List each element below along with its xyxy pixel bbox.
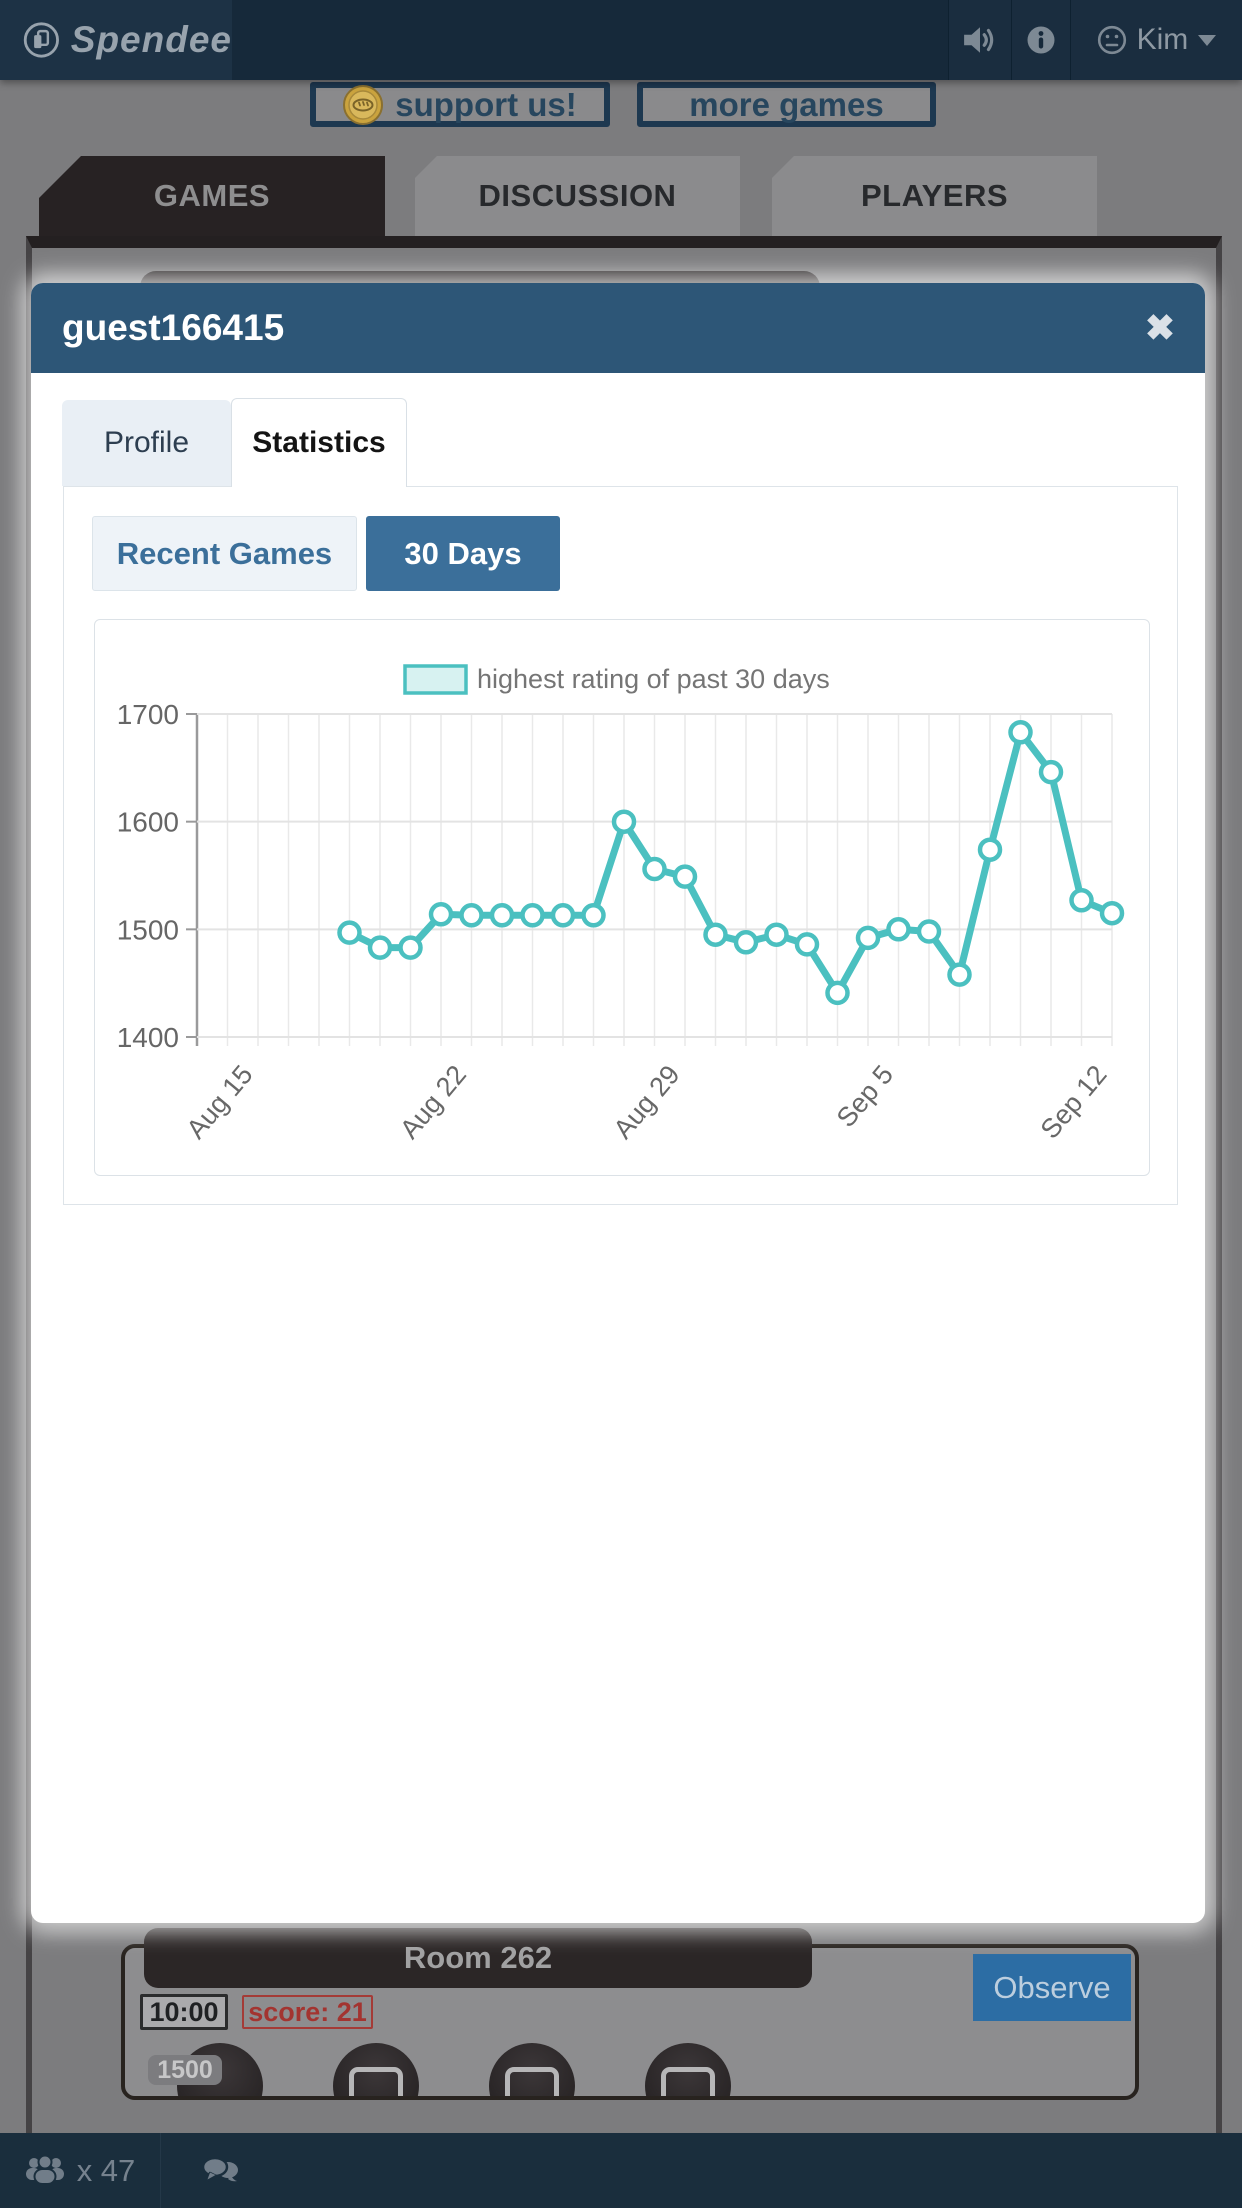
tab-players[interactable]: PLAYERS — [772, 156, 1097, 236]
smiley-icon — [1097, 25, 1126, 55]
30-days-label: 30 Days — [404, 535, 522, 571]
svg-text:1500: 1500 — [117, 914, 179, 945]
seat-icon — [349, 2067, 403, 2096]
tab-profile[interactable]: Profile — [62, 400, 231, 486]
spendee-logo-icon — [23, 22, 59, 58]
svg-text:Aug 15: Aug 15 — [181, 1060, 259, 1145]
more-games-button[interactable]: more games — [637, 82, 936, 127]
svg-text:Sep 12: Sep 12 — [1035, 1060, 1113, 1145]
tab-discussion-label: DISCUSSION — [478, 178, 677, 213]
seat-avatar[interactable] — [645, 2043, 731, 2096]
modal-header: guest166415 ✖ — [31, 283, 1205, 373]
user-menu[interactable]: Kim — [1069, 0, 1242, 80]
recent-games-label: Recent Games — [116, 535, 333, 571]
svg-text:1400: 1400 — [117, 1022, 179, 1053]
room-card-body: 1500 10:00 score: 21 Observe — [125, 1948, 1135, 2096]
close-button[interactable]: ✖ — [1145, 283, 1175, 373]
tab-statistics-label: Statistics — [252, 426, 386, 459]
more-games-label: more games — [689, 85, 884, 123]
room-title-bar: Room 262 — [144, 1928, 812, 1988]
observe-button[interactable]: Observe — [973, 1954, 1131, 2021]
observe-label: Observe — [993, 1969, 1111, 2005]
footer-divider — [160, 2133, 161, 2208]
modal-title: guest166415 — [62, 307, 285, 348]
games-panel — [26, 236, 1222, 2133]
user-name: Kim — [1136, 23, 1189, 56]
room-score: score: 21 — [242, 1995, 373, 2029]
app-header: Spendee — [0, 0, 1242, 80]
svg-text:highest rating of past 30 days: highest rating of past 30 days — [477, 664, 830, 694]
svg-text:Sep 5: Sep 5 — [831, 1060, 899, 1133]
svg-text:1600: 1600 — [117, 807, 179, 838]
tab-games-label: GAMES — [153, 178, 271, 213]
brand-name: Spendee — [70, 19, 232, 60]
chevron-down-icon — [1198, 34, 1217, 46]
tab-discussion[interactable]: DISCUSSION — [415, 156, 740, 236]
support-us-label: support us! — [395, 85, 577, 123]
room-card: 1500 10:00 score: 21 Observe Room 262 — [121, 1928, 1139, 2100]
recent-games-button[interactable]: Recent Games — [92, 516, 357, 591]
header-actions: Kim — [948, 0, 1242, 80]
chat-button[interactable] — [161, 2133, 281, 2208]
tab-players-label: PLAYERS — [860, 178, 1009, 213]
player-rating-badge: 1500 — [148, 2055, 222, 2085]
room-timer: 10:00 — [140, 1994, 228, 2030]
30-days-button[interactable]: 30 Days — [366, 516, 560, 591]
tab-profile-label: Profile — [103, 426, 190, 459]
sound-button[interactable] — [948, 0, 1011, 80]
seat-avatar[interactable] — [489, 2043, 575, 2096]
brand-logo[interactable]: Spendee — [0, 0, 232, 80]
coin-icon — [343, 84, 384, 125]
support-us-button[interactable]: support us! — [310, 82, 610, 127]
room-title: Room 262 — [403, 1940, 553, 1975]
chat-icon — [202, 2156, 238, 2182]
player-count: x 47 — [76, 2152, 136, 2188]
online-players-button[interactable]: x 47 — [0, 2133, 160, 2208]
tab-games[interactable]: GAMES — [39, 156, 385, 236]
close-icon: ✖ — [1144, 307, 1175, 348]
seat-avatar[interactable] — [333, 2043, 419, 2096]
svg-text:Aug 22: Aug 22 — [394, 1060, 472, 1145]
seat-icon — [505, 2067, 559, 2096]
svg-text:Aug 29: Aug 29 — [608, 1060, 686, 1145]
app-footer: x 47 — [0, 2133, 1242, 2208]
tab-statistics[interactable]: Statistics — [231, 398, 407, 487]
player-profile-modal: guest166415 ✖ Profile Statistics Recent … — [31, 283, 1205, 1923]
statistics-panel — [63, 486, 1178, 1205]
svg-text:1700: 1700 — [117, 699, 179, 730]
rating-line-chart: 1400 1500 1600 1700 Aug 15 Aug 22 Aug 29 Sep 5 S… — [117, 664, 1125, 1145]
info-icon — [1027, 26, 1055, 54]
info-button[interactable] — [1010, 0, 1070, 80]
seat-icon — [661, 2067, 715, 2096]
people-group-icon — [25, 2154, 64, 2185]
speaker-icon — [963, 27, 994, 53]
rating-chart: 1400 1500 1600 1700 Aug 15 Aug 22 Aug 29 Sep 5 S… — [94, 619, 1150, 1176]
